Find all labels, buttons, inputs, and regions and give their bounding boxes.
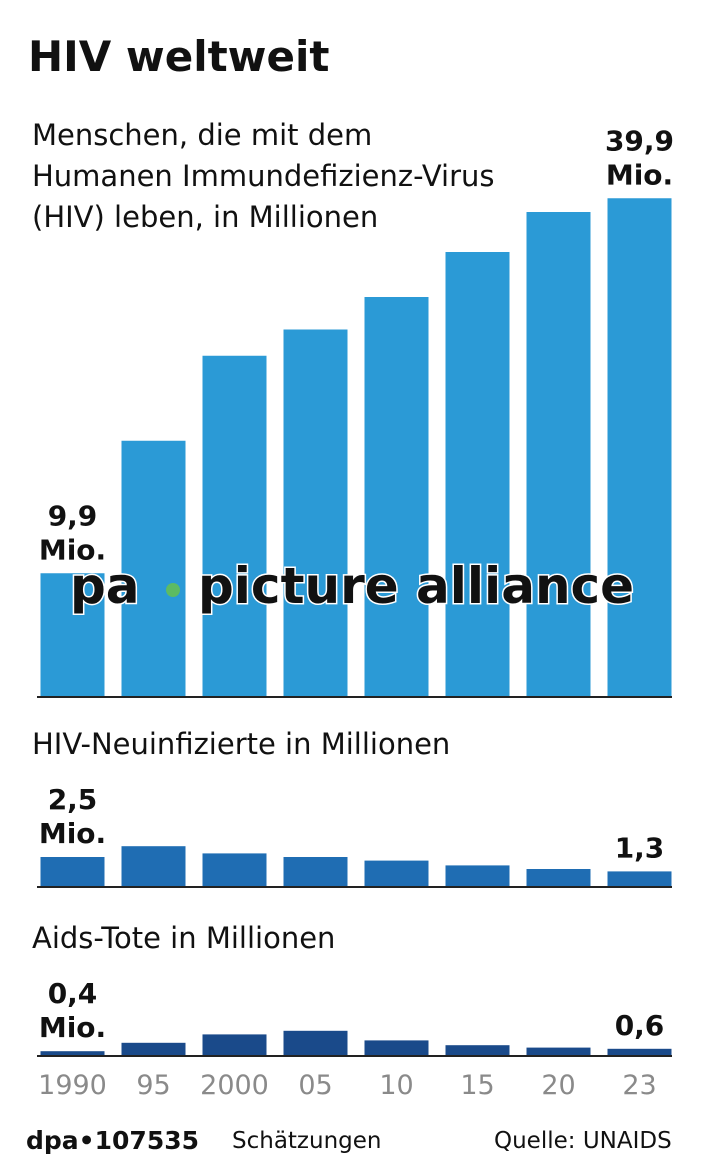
bar <box>283 857 348 887</box>
x-tick-label: 95 <box>136 1070 170 1101</box>
bar <box>445 252 510 697</box>
bar <box>121 440 186 697</box>
bar <box>202 1034 267 1056</box>
bar <box>526 869 591 887</box>
value-label: 9,9 Mio. <box>39 499 106 566</box>
bar <box>40 573 105 697</box>
bar <box>121 1042 186 1056</box>
value-label: 1,3 <box>615 831 665 864</box>
x-tick-label: 10 <box>379 1070 413 1101</box>
bar <box>364 297 429 697</box>
value-label-line: 9,9 <box>48 499 98 532</box>
bar <box>283 1030 348 1056</box>
x-tick-label: 23 <box>622 1070 656 1101</box>
x-tick-label: 1990 <box>38 1070 107 1101</box>
watermark: pa <box>70 557 140 615</box>
x-tick-label: 15 <box>460 1070 494 1101</box>
bar <box>202 355 267 697</box>
bar <box>526 1047 591 1056</box>
bar <box>40 857 105 887</box>
value-label-line: Mio. <box>39 1011 106 1044</box>
x-tick-label: 05 <box>298 1070 332 1101</box>
chart-subtitle: Aids-Tote in Millionen <box>32 921 336 955</box>
footer-note: Schätzungen <box>232 1128 382 1154</box>
bar <box>445 865 510 887</box>
bar <box>364 860 429 887</box>
x-tick-label: 20 <box>541 1070 575 1101</box>
value-label-line: 39,9 <box>605 124 674 157</box>
bar <box>607 198 672 697</box>
x-tick-label: 2000 <box>200 1070 269 1101</box>
value-label: 0,6 <box>615 1009 665 1042</box>
bar <box>445 1045 510 1056</box>
value-label-line: 0,6 <box>615 1009 665 1042</box>
bar <box>121 846 186 887</box>
title: HIV weltweit <box>28 32 330 81</box>
value-label: 2,5 Mio. <box>39 783 106 850</box>
chart-subtitle: Menschen, die mit dem Humanen Immundefiz… <box>32 118 495 234</box>
value-label-line: Mio. <box>39 817 106 850</box>
bar <box>40 1051 105 1056</box>
footer-id: dpa•107535 <box>26 1126 200 1155</box>
watermark: picture alliance <box>198 557 634 615</box>
bar <box>364 1040 429 1056</box>
chart-subtitle: HIV-Neuinfizierte in Millionen <box>32 727 451 761</box>
value-label: 39,9 Mio. <box>605 124 674 191</box>
value-label-line: 0,4 <box>48 977 98 1010</box>
bar <box>283 329 348 697</box>
value-label: 0,4 Mio. <box>39 977 106 1044</box>
bar <box>607 1048 672 1056</box>
value-label-line: 2,5 <box>48 783 98 816</box>
value-label-line: 1,3 <box>615 831 665 864</box>
bar <box>202 853 267 887</box>
footer-source: Quelle: UNAIDS <box>494 1128 672 1154</box>
bar <box>607 871 672 887</box>
value-label-line: Mio. <box>606 158 673 191</box>
bar <box>526 212 591 697</box>
watermark-dot <box>166 583 180 597</box>
value-label-line: Mio. <box>39 533 106 566</box>
